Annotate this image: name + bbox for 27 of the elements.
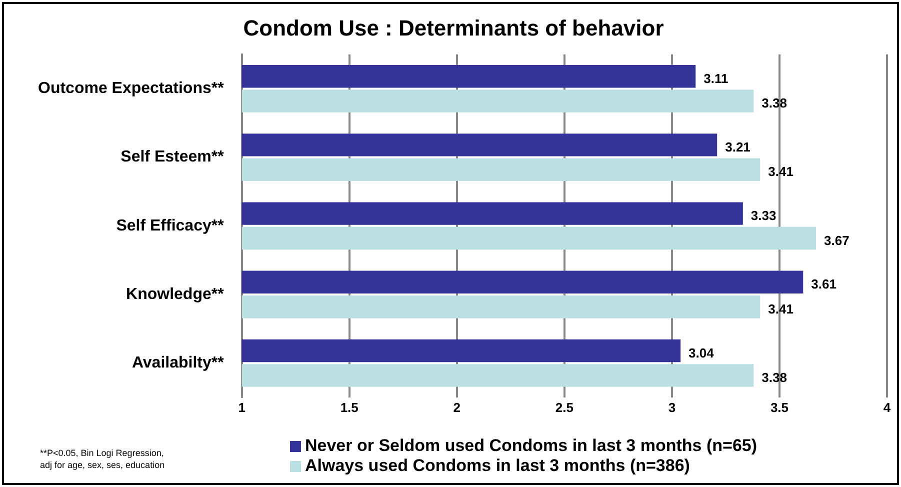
x-tick-label: 2 xyxy=(453,400,461,415)
y-tick-label: Availabilty** xyxy=(132,354,225,372)
x-tick-label: 3.5 xyxy=(770,400,789,415)
chart-title: Condom Use : Determinants of behavior xyxy=(243,15,664,40)
data-label: 3.41 xyxy=(768,164,794,180)
legend-label: Never or Seldom used Condoms in last 3 months (n=65) xyxy=(305,436,758,456)
text: **P<0.05, Bin Logi Regression, xyxy=(40,447,165,459)
data-label: 3.41 xyxy=(768,301,794,316)
legend-label: Always used Condoms in last 3 months (n=386) xyxy=(305,456,690,476)
y-tick-label: Self Efficacy** xyxy=(116,217,225,234)
data-label: 3.11 xyxy=(704,70,728,86)
data-label: 3.04 xyxy=(688,345,715,360)
data-label: 3.61 xyxy=(811,276,836,292)
data-label: 3.33 xyxy=(750,208,776,224)
text: adj for age, sex, ses, education xyxy=(40,459,165,471)
y-tick-label: Outcome Expectations** xyxy=(38,80,225,98)
data-label: 3.38 xyxy=(762,370,787,386)
data-label: 3.67 xyxy=(824,232,850,248)
x-tick-label: 2.5 xyxy=(555,400,574,415)
x-tick-label: 3 xyxy=(668,400,676,415)
data-label: 3.21 xyxy=(725,140,750,155)
x-tick-label: 4 xyxy=(883,400,892,415)
y-tick-label: Knowledge** xyxy=(126,286,225,303)
y-tick-label: Self Esteem** xyxy=(120,148,225,166)
x-tick-label: 1 xyxy=(238,400,246,415)
data-label: 3.38 xyxy=(762,96,787,111)
x-tick-label: 1.5 xyxy=(340,400,358,415)
